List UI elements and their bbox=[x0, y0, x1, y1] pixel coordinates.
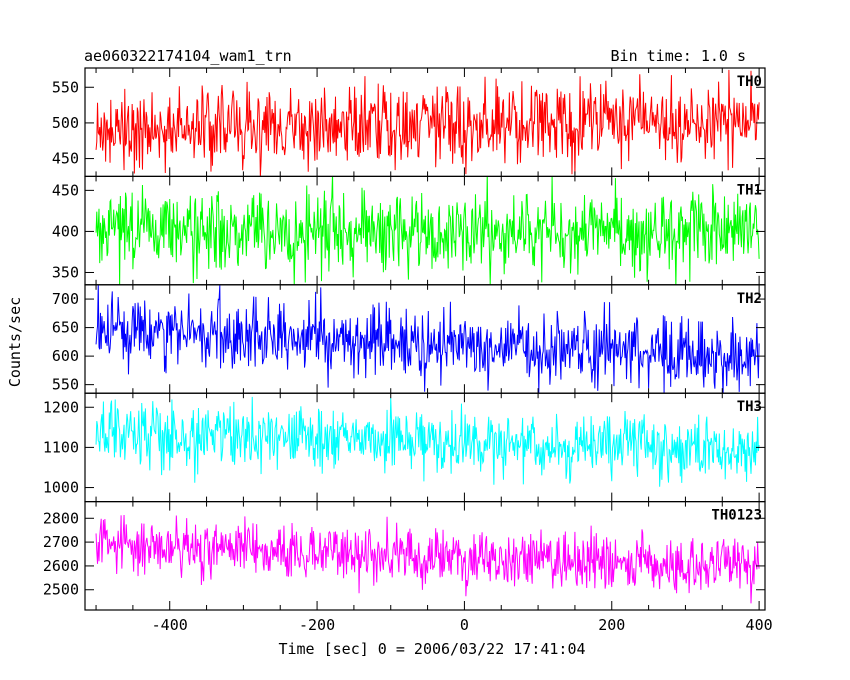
x-tick-label: 400 bbox=[746, 616, 773, 634]
series-line-th1 bbox=[95, 176, 760, 285]
x-tick-label: -400 bbox=[152, 616, 188, 634]
y-tick-label: 2600 bbox=[43, 557, 79, 575]
y-tick-label: 700 bbox=[52, 290, 79, 308]
x-tick-label: -200 bbox=[299, 616, 335, 634]
y-tick-label: 1200 bbox=[43, 398, 79, 416]
y-tick-label: 1100 bbox=[43, 438, 79, 456]
panel-th2: 550 600 650 700 TH2 bbox=[52, 284, 766, 394]
panel-label: TH0123 bbox=[711, 508, 762, 524]
y-tick-label: 650 bbox=[52, 319, 79, 337]
panel-th3: 1000 1100 1200 TH3 bbox=[43, 392, 766, 503]
y-axis-label: Counts/sec bbox=[6, 297, 24, 387]
bin-time-label: Bin time: 1.0 s bbox=[611, 47, 746, 65]
panel-label: TH3 bbox=[737, 399, 762, 415]
y-tick-label: 350 bbox=[52, 263, 79, 281]
y-tick-label: 500 bbox=[52, 114, 79, 132]
y-tick-label: 400 bbox=[52, 222, 79, 240]
panel-th0: 450 500 550 TH0 bbox=[52, 67, 766, 178]
panel-label: TH2 bbox=[737, 291, 762, 307]
y-tick-label: 2700 bbox=[43, 533, 79, 551]
chart-title: ae060322174104_wam1_trn bbox=[84, 47, 292, 65]
panel-th1: 350 400 450 TH1 bbox=[52, 175, 766, 286]
y-tick-label: 450 bbox=[52, 181, 79, 199]
y-tick-label: 450 bbox=[52, 150, 79, 168]
y-tick-label: 550 bbox=[52, 78, 79, 96]
x-tick-label: 200 bbox=[598, 616, 625, 634]
panel-stack: 450 500 550 TH0 350 400 450 TH1 550 600 650 700 TH2 1… bbox=[43, 67, 773, 634]
y-tick-label: 2500 bbox=[43, 581, 79, 599]
panel-label: TH0 bbox=[737, 74, 762, 90]
y-tick-label: 600 bbox=[52, 347, 79, 365]
y-tick-label: 1000 bbox=[43, 479, 79, 497]
series-line-th3 bbox=[95, 396, 760, 487]
y-tick-label: 550 bbox=[52, 376, 79, 394]
x-axis-label: Time [sec] 0 = 2006/03/22 17:41:04 bbox=[278, 640, 585, 658]
series-line-th2 bbox=[95, 284, 760, 394]
panel-label: TH1 bbox=[737, 182, 762, 198]
series-line-th0123 bbox=[95, 514, 760, 604]
y-tick-label: 2800 bbox=[43, 509, 79, 527]
panel-frame bbox=[84, 501, 766, 611]
x-tick-label: 0 bbox=[460, 616, 469, 634]
panel-th0123: 2500 2600 2700 2800 TH0123 bbox=[43, 501, 766, 611]
series-line-th0 bbox=[95, 69, 760, 177]
